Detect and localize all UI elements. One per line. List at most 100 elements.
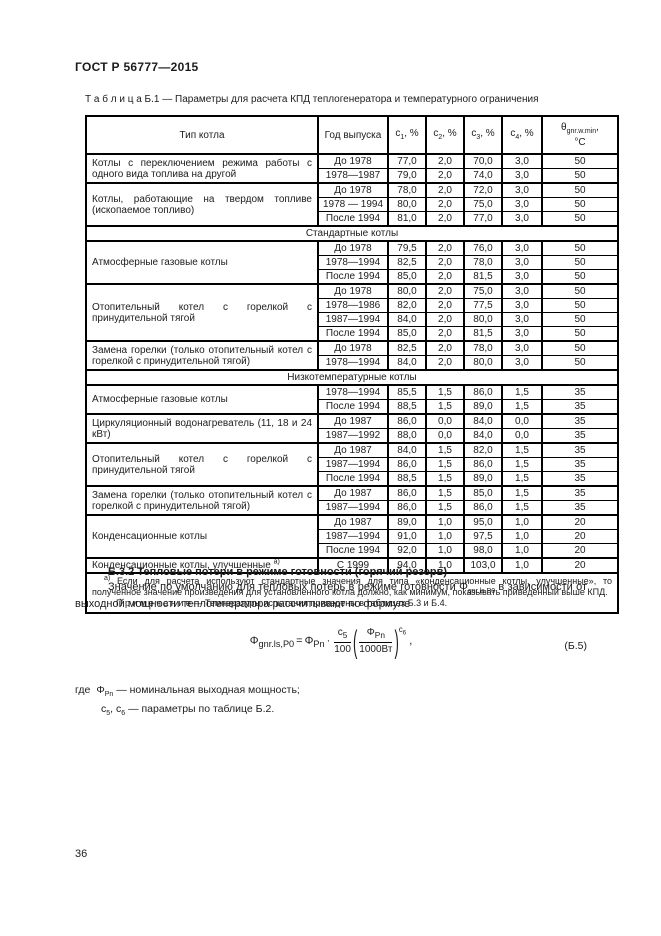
year-cell: До 1978 xyxy=(317,182,389,198)
boiler-type-cell: Котлы, работающие на твердом топливе (ис… xyxy=(85,182,319,227)
c2-cell: 1,5 xyxy=(425,384,465,400)
c1-cell: 88,5 xyxy=(387,471,427,487)
c1-cell: 85,0 xyxy=(387,269,427,285)
c4-cell: 1,5 xyxy=(501,399,543,415)
theta-cell: 50 xyxy=(541,182,619,198)
year-cell: До 1987 xyxy=(317,442,389,458)
year-cell: До 1987 xyxy=(317,485,389,501)
c3-cell: 86,0 xyxy=(463,500,503,516)
year-cell: После 1994 xyxy=(317,269,389,285)
body-paragraph: Значение по умолчанию для тепловых потер… xyxy=(75,581,587,611)
boiler-type-cell: Котлы с переключением режима работы с од… xyxy=(85,153,319,184)
paragraph-after: в зависимости от выходной мощности тепло… xyxy=(75,581,587,611)
c1-cell: 79,5 xyxy=(387,240,427,256)
column-header: c1, % xyxy=(387,115,427,155)
year-cell: 1978—1994 xyxy=(317,255,389,270)
year-cell: После 1994 xyxy=(317,399,389,415)
boiler-type-cell: Отопительный котел с горелкой с принудит… xyxy=(85,442,319,487)
c2-cell: 2,0 xyxy=(425,326,465,342)
note-text: П р и м е ч а н и е — Температуры испыта… xyxy=(116,598,448,608)
c1-cell: 91,0 xyxy=(387,529,427,544)
table-row: Отопительный котел с горелкой с принудит… xyxy=(85,442,619,487)
column-header: Тип котла xyxy=(85,115,319,155)
c4-cell: 1,0 xyxy=(501,529,543,544)
c3-cell: 78,0 xyxy=(463,340,503,356)
c4-cell: 3,0 xyxy=(501,255,543,270)
c2-cell: 1,5 xyxy=(425,442,465,458)
c4-cell: 3,0 xyxy=(501,211,543,227)
doc-code: ГОСТ Р 56777—2015 xyxy=(75,60,199,74)
c2-cell: 2,0 xyxy=(425,240,465,256)
c1-cell: 88,5 xyxy=(387,399,427,415)
where-block: где ΦPn — номинальная выходная мощность; c… xyxy=(75,683,587,721)
table-row: Замена горелки (только отопительный коте… xyxy=(85,485,619,516)
c2-cell: 2,0 xyxy=(425,312,465,327)
c1-cell: 79,0 xyxy=(387,168,427,184)
c2-cell: 2,0 xyxy=(425,153,465,169)
year-cell: До 1978 xyxy=(317,340,389,356)
table-row: Конденсационные котлы До 1987 89,0 1,0 95,0 1… xyxy=(85,514,619,559)
theta-cell: 50 xyxy=(541,269,619,285)
table-row: Котлы, работающие на твердом топливе (ис… xyxy=(85,182,619,227)
c1-cell: 88,0 xyxy=(387,428,427,444)
footnote-text: а) Если для расчета используют стандартн… xyxy=(92,575,612,597)
c3-cell: 86,0 xyxy=(463,457,503,472)
c4-cell: 1,5 xyxy=(501,471,543,487)
year-cell: До 1978 xyxy=(317,240,389,256)
theta-cell: 50 xyxy=(541,211,619,227)
sub-heading: Б.3.2 Тепловые потери в режиме готовност… xyxy=(108,566,447,578)
theta-cell: 35 xyxy=(541,457,619,472)
c3-cell: 89,0 xyxy=(463,471,503,487)
table-caption: Т а б л и ц а Б.1 — Параметры для расчет… xyxy=(85,94,539,105)
theta-cell: 35 xyxy=(541,384,619,400)
year-cell: 1987—1992 xyxy=(317,428,389,444)
theta-cell: 20 xyxy=(541,529,619,544)
footnote-row: а) Если для расчета используют стандартн… xyxy=(85,572,619,613)
column-header: c3, % xyxy=(463,115,503,155)
table-row: 1987—1994 86,0 1,5 86,0 1,5 35 xyxy=(86,457,619,472)
c1-cell: 80,0 xyxy=(387,197,427,212)
formula-number: (Б.5) xyxy=(564,640,587,653)
c1-cell: 81,0 xyxy=(387,211,427,227)
c1-cell: 86,0 xyxy=(387,413,427,429)
c2-cell: 1,5 xyxy=(425,399,465,415)
table-head-row: Тип котла Год выпуска c1, % c2, % c3, % c4, %… xyxy=(85,115,619,155)
c1-cell: 84,0 xyxy=(387,355,427,371)
c4-cell: 1,0 xyxy=(501,514,543,530)
phi-symbol-inline: Φgnr.ls.P0 xyxy=(459,581,496,596)
section-header-row: Низкотемпературные котлы xyxy=(85,369,619,386)
table-row: После 1994 92,0 1,0 98,0 1,0 20 xyxy=(86,543,619,559)
c1-cell: 80,0 xyxy=(387,283,427,299)
c3-cell: 80,0 xyxy=(463,355,503,371)
year-cell: 1978 — 1994 xyxy=(317,197,389,212)
c4-cell: 3,0 xyxy=(501,197,543,212)
c3-cell: 72,0 xyxy=(463,182,503,198)
year-cell: 1987—1994 xyxy=(317,529,389,544)
c3-cell: 76,0 xyxy=(463,240,503,256)
c1-cell: 82,0 xyxy=(387,298,427,313)
c3-cell: 86,0 xyxy=(463,384,503,400)
table-row: Конденсационные котлы, улучшенные а) С 19… xyxy=(85,557,619,574)
year-cell: 1987—1994 xyxy=(317,500,389,516)
c1-cell: 77,0 xyxy=(387,153,427,169)
theta-cell: 50 xyxy=(541,326,619,342)
c3-cell: 89,0 xyxy=(463,399,503,415)
table-row: Замена горелки (только отопительный коте… xyxy=(85,340,619,371)
c1-cell: 84,0 xyxy=(387,312,427,327)
c1-cell: 92,0 xyxy=(387,543,427,559)
c3-cell: 95,0 xyxy=(463,514,503,530)
table-row: Атмосферные газовые котлы До 1978 79,5 2,0 7… xyxy=(85,240,619,285)
section-header-row: Стандартные котлы xyxy=(85,225,619,242)
c1-cell: 82,5 xyxy=(387,255,427,270)
c4-cell: 3,0 xyxy=(501,269,543,285)
paragraph-before: Значение по умолчанию для тепловых потер… xyxy=(108,581,456,593)
c2-cell: 1,0 xyxy=(425,529,465,544)
table-row: 1978—1994 82,5 2,0 78,0 3,0 50 xyxy=(86,255,619,270)
formula-row: Φgnr.ls,P0 = ΦPn · c5 100(ΦPn 1000Вт)c6 , (Б.5… xyxy=(75,623,587,669)
boiler-type-cell: Конденсационные котлы xyxy=(85,514,319,559)
c3-cell: 85,0 xyxy=(463,485,503,501)
c4-cell: 1,5 xyxy=(501,384,543,400)
c3-cell: 81,5 xyxy=(463,326,503,342)
table-b1: Тип котла Год выпуска c1, % c2, % c3, % c4, %… xyxy=(85,115,619,614)
c4-cell: 3,0 xyxy=(501,168,543,184)
